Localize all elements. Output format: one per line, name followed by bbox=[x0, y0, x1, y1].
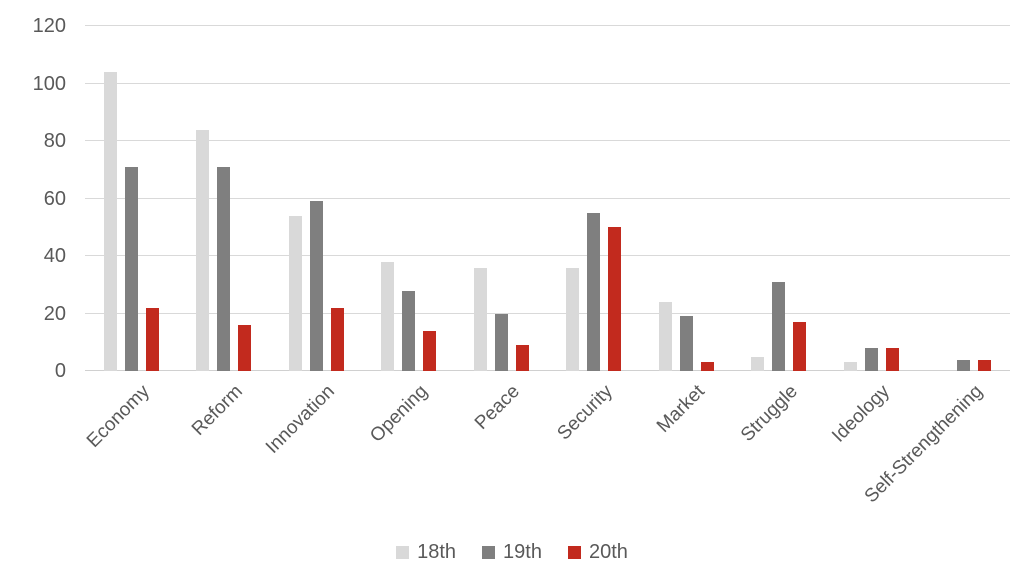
bar-19th-economy bbox=[124, 166, 138, 371]
bar-20th-market bbox=[700, 362, 714, 371]
x-tick-label-market: Market bbox=[653, 381, 710, 437]
gridline-0 bbox=[85, 370, 1010, 371]
y-tick-label-100: 100 bbox=[32, 72, 66, 95]
legend-label-20th: 20th bbox=[588, 541, 628, 563]
gridline-120 bbox=[85, 25, 1010, 26]
x-tick-label-economy: Economy bbox=[83, 381, 155, 452]
bar-19th-ideology bbox=[864, 348, 878, 371]
bar-18th-security bbox=[566, 267, 580, 371]
gridline-100 bbox=[85, 82, 1010, 84]
bar-20th-opening bbox=[423, 330, 437, 371]
x-axis-labels: Economy Reform Innovation Opening Peace Secur… bbox=[83, 371, 1010, 531]
bar-19th-self-strengthening bbox=[957, 359, 971, 371]
x-tick-label-security: Security bbox=[553, 381, 617, 445]
bar-18th-reform bbox=[196, 129, 210, 371]
bar-group-innovation bbox=[270, 26, 363, 371]
bar-18th-opening bbox=[381, 261, 395, 371]
bar-18th-market bbox=[658, 302, 672, 371]
gridline-40 bbox=[85, 255, 1010, 256]
y-tick-label-40: 40 bbox=[43, 245, 66, 267]
legend-item-19th: 19th bbox=[482, 541, 542, 564]
y-tick-label-0: 0 bbox=[54, 360, 66, 382]
legend-swatch-19th bbox=[482, 546, 496, 559]
bar-18th-economy bbox=[103, 72, 117, 371]
x-tick-label-peace: Peace bbox=[471, 381, 525, 434]
bar-18th-innovation bbox=[288, 215, 302, 371]
bar-group-peace bbox=[455, 26, 548, 371]
bar-group-struggle bbox=[733, 26, 826, 371]
bar-group-economy bbox=[85, 26, 178, 371]
bar-18th-ideology bbox=[843, 362, 857, 371]
bar-19th-innovation bbox=[309, 201, 323, 371]
legend-label-19th: 19th bbox=[503, 541, 542, 563]
x-tick-label-ideology: Ideology bbox=[828, 381, 895, 447]
bar-20th-security bbox=[608, 227, 622, 371]
bar-19th-peace bbox=[494, 313, 508, 371]
x-tick-label-reform: Reform bbox=[187, 381, 247, 440]
y-tick-label-60: 60 bbox=[43, 187, 66, 210]
bar-group-reform bbox=[178, 26, 271, 371]
bar-19th-reform bbox=[217, 166, 231, 371]
y-axis-labels: 0 20 40 60 80 100 120 bbox=[0, 0, 66, 587]
y-tick-label-20: 20 bbox=[43, 302, 66, 325]
legend-item-18th: 18th bbox=[396, 541, 456, 564]
bar-19th-security bbox=[587, 212, 601, 371]
legend-item-20th: 20th bbox=[567, 541, 628, 564]
bar-18th-peace bbox=[473, 267, 487, 371]
x-tick-label-innovation: Innovation bbox=[262, 381, 340, 458]
bar-20th-struggle bbox=[793, 322, 807, 371]
gridline-20 bbox=[85, 312, 1010, 314]
legend-label-18th: 18th bbox=[417, 541, 457, 563]
bar-18th-struggle bbox=[751, 356, 765, 371]
bar-19th-market bbox=[679, 316, 693, 371]
y-tick-label-120: 120 bbox=[32, 15, 66, 37]
bar-20th-self-strengthening bbox=[978, 359, 992, 371]
legend: 18th 19th 20th bbox=[0, 541, 1024, 564]
bar-group-ideology bbox=[825, 26, 918, 371]
legend-swatch-18th bbox=[396, 546, 410, 559]
legend-swatch-20th bbox=[567, 546, 581, 559]
bar-20th-economy bbox=[145, 307, 159, 371]
bar-group-security bbox=[548, 26, 641, 371]
gridline-60 bbox=[85, 197, 1010, 199]
bar-group-market bbox=[640, 26, 733, 371]
bar-20th-reform bbox=[238, 325, 252, 371]
x-tick-label-struggle: Struggle bbox=[736, 381, 802, 446]
bar-20th-ideology bbox=[885, 348, 899, 371]
bar-20th-innovation bbox=[330, 307, 344, 371]
plot-area: Economy Reform Innovation Opening Peace Secur… bbox=[83, 25, 1011, 507]
y-tick-label-80: 80 bbox=[43, 130, 66, 152]
bar-group-opening bbox=[363, 26, 456, 371]
bar-19th-struggle bbox=[772, 281, 786, 371]
gridline-80 bbox=[85, 140, 1010, 141]
x-tick-label-opening: Opening bbox=[365, 381, 432, 447]
bar-20th-peace bbox=[515, 345, 529, 371]
bar-19th-opening bbox=[402, 290, 416, 371]
bar-group-self-strengthening bbox=[918, 26, 1011, 371]
